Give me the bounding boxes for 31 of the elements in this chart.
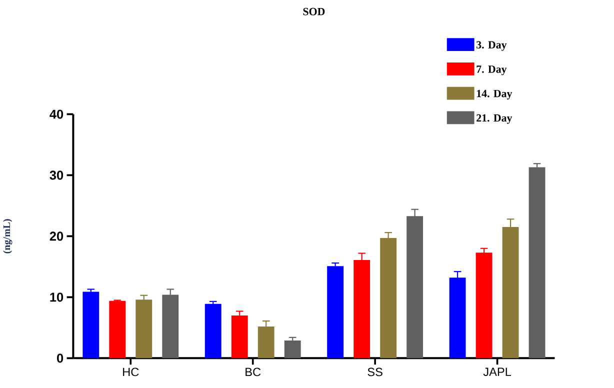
bar: [502, 226, 519, 358]
legend-label: 14. Day: [476, 90, 512, 100]
bar: [109, 300, 126, 358]
y-tick-label: 10: [50, 292, 64, 302]
x-tick-label: BC: [246, 368, 261, 376]
bar: [204, 304, 222, 358]
bar: [449, 278, 466, 358]
bar: [231, 315, 248, 358]
chart-title: SOD: [303, 8, 325, 16]
y-axis-title: (ng/mL): [3, 218, 12, 254]
x-tick-label: JAPL: [483, 368, 512, 376]
bar: [82, 292, 100, 358]
legend-label: 7. Day: [476, 65, 507, 75]
bar: [380, 238, 397, 358]
y-tick-label: 0: [56, 353, 64, 363]
y-tick-label: 40: [50, 110, 64, 119]
y-tick-label: 30: [50, 170, 64, 180]
y-tick-label: 20: [50, 232, 64, 241]
bar: [258, 326, 274, 358]
bar: [136, 299, 152, 358]
bar: [406, 216, 424, 358]
bar: [528, 167, 546, 358]
bar: [162, 294, 179, 358]
bar: [327, 266, 344, 358]
legend-label: 21. Day: [476, 114, 512, 124]
bar: [354, 260, 370, 358]
x-tick-label: HC: [123, 368, 139, 376]
legend-label: 3. Day: [476, 40, 507, 51]
bar: [476, 252, 492, 358]
x-tick-label: SS: [368, 368, 382, 376]
bar: [284, 340, 301, 358]
